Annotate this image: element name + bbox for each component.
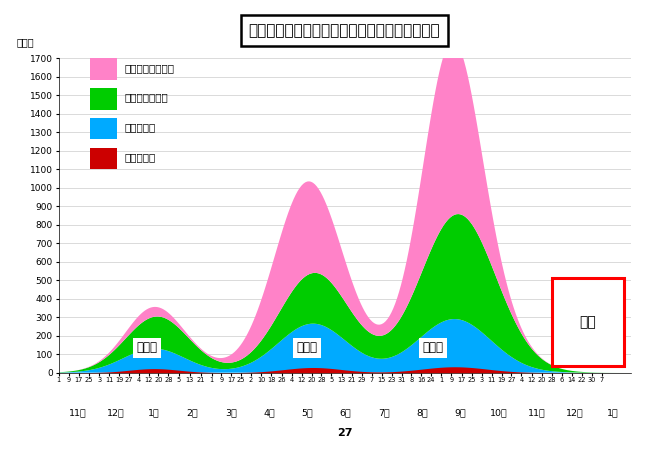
Text: 1月: 1月 [607,409,619,418]
Text: （人）: （人） [17,37,34,47]
Text: 12月: 12月 [566,409,584,418]
FancyBboxPatch shape [90,58,118,80]
Text: 7月: 7月 [378,409,389,418]
Text: ：入院待機者等数: ：入院待機者等数 [124,63,174,73]
Text: 27: 27 [337,428,352,438]
Text: 8月: 8月 [416,409,428,418]
Text: 第４波: 第４波 [297,341,318,354]
Text: 5月: 5月 [302,409,313,418]
FancyBboxPatch shape [552,278,623,366]
Text: 10月: 10月 [489,409,508,418]
Text: ：入院者数: ：入院者数 [124,123,155,132]
Text: ：宿泊療養者数: ：宿泊療養者数 [124,92,168,103]
Text: 3月: 3月 [225,409,237,418]
Text: 2月: 2月 [187,409,198,418]
Text: 6月: 6月 [339,409,352,418]
Text: ：重症者数: ：重症者数 [124,152,155,163]
Text: 1月: 1月 [148,409,160,418]
FancyBboxPatch shape [90,88,118,110]
FancyBboxPatch shape [90,148,118,169]
Text: 第３波: 第３波 [136,341,158,354]
FancyBboxPatch shape [90,118,118,140]
Text: 9月: 9月 [454,409,466,418]
Text: 奈良県内における療養者数、入院者数等の推移: 奈良県内における療養者数、入院者数等の推移 [249,23,440,38]
Text: 4月: 4月 [263,409,275,418]
Text: 第５波: 第５波 [422,341,444,354]
Text: 11月: 11月 [69,409,86,418]
Text: 11月: 11月 [528,409,545,418]
Text: 12月: 12月 [107,409,125,418]
Text: 次頁: 次頁 [580,315,596,330]
